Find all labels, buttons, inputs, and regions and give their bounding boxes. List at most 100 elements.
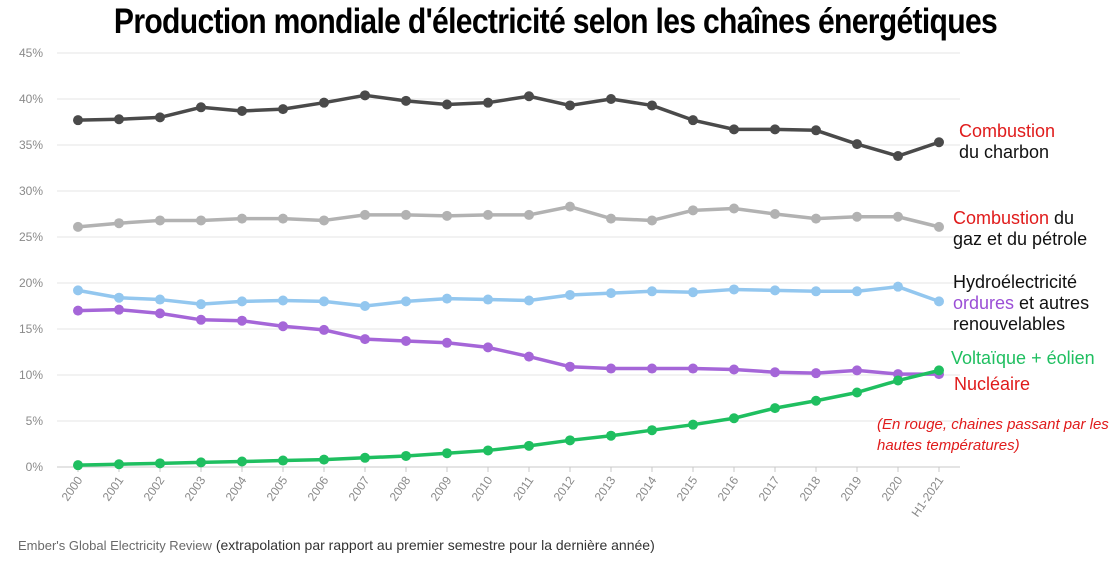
data-point-nuclear xyxy=(73,306,83,316)
data-point-hydro-renewables xyxy=(934,296,944,306)
data-point-coal xyxy=(483,98,493,108)
data-point-nuclear xyxy=(483,342,493,352)
data-point-gas-oil xyxy=(565,202,575,212)
data-point-hydro-renewables xyxy=(524,295,534,305)
x-tick-label: 2019 xyxy=(838,473,865,503)
data-point-coal xyxy=(729,124,739,134)
data-point-hydro-renewables xyxy=(811,286,821,296)
x-tick-label: 2014 xyxy=(633,473,660,503)
data-point-gas-oil xyxy=(73,222,83,232)
series-line-hydro-renewables xyxy=(78,287,939,306)
x-tick-label: 2011 xyxy=(510,473,536,502)
legend-solar-wind: Voltaïque + éolien xyxy=(951,348,1095,369)
data-point-nuclear xyxy=(155,308,165,318)
data-point-gas-oil xyxy=(647,215,657,225)
grid-lines xyxy=(57,53,960,467)
x-tick-label: 2004 xyxy=(223,473,250,503)
data-point-coal xyxy=(770,124,780,134)
data-point-hydro-renewables xyxy=(73,285,83,295)
data-point-solar-wind xyxy=(565,435,575,445)
x-tick-label: 2013 xyxy=(592,473,619,503)
legend-gas-du: du xyxy=(1049,208,1074,228)
data-point-solar-wind xyxy=(852,387,862,397)
data-point-gas-oil xyxy=(401,210,411,220)
data-point-coal xyxy=(155,112,165,122)
data-point-coal xyxy=(524,91,534,101)
data-point-hydro-renewables xyxy=(606,288,616,298)
data-point-solar-wind xyxy=(278,456,288,466)
data-point-solar-wind xyxy=(770,403,780,413)
data-point-hydro-renewables xyxy=(155,295,165,305)
data-point-gas-oil xyxy=(934,222,944,232)
x-tick-label: 2000 xyxy=(59,473,86,503)
legend-hydro-ordures: ordures xyxy=(953,293,1014,313)
data-point-solar-wind xyxy=(688,420,698,430)
data-point-hydro-renewables xyxy=(442,294,452,304)
x-tick-label: 2020 xyxy=(879,473,906,503)
data-point-solar-wind xyxy=(647,425,657,435)
x-tick-label: 2016 xyxy=(715,473,742,503)
data-point-gas-oil xyxy=(360,210,370,220)
x-tick-label: 2009 xyxy=(428,473,455,503)
data-point-solar-wind xyxy=(73,460,83,470)
data-point-coal xyxy=(565,100,575,110)
x-tick-label: 2015 xyxy=(674,473,701,503)
data-point-solar-wind xyxy=(237,456,247,466)
x-tick-label: 2012 xyxy=(551,473,578,503)
data-point-hydro-renewables xyxy=(852,286,862,296)
data-point-solar-wind xyxy=(934,365,944,375)
x-tick-label: 2018 xyxy=(797,473,824,503)
data-point-solar-wind xyxy=(114,459,124,469)
data-point-nuclear xyxy=(729,364,739,374)
data-point-coal xyxy=(688,115,698,125)
data-point-hydro-renewables xyxy=(114,293,124,303)
x-tick-label: 2006 xyxy=(305,473,332,503)
data-point-coal xyxy=(360,90,370,100)
data-point-solar-wind xyxy=(729,413,739,423)
data-point-coal xyxy=(606,94,616,104)
legend-coal: Combustion du charbon xyxy=(959,121,1055,163)
data-point-nuclear xyxy=(278,321,288,331)
series-lines xyxy=(73,90,944,470)
data-point-coal xyxy=(114,114,124,124)
source-caption: Ember's Global Electricity Review (extra… xyxy=(18,537,655,553)
data-point-solar-wind xyxy=(606,431,616,441)
data-point-solar-wind xyxy=(524,441,534,451)
x-tick-label: H1-2021 xyxy=(909,473,947,519)
data-point-hydro-renewables xyxy=(565,290,575,300)
data-point-nuclear xyxy=(196,315,206,325)
data-point-nuclear xyxy=(319,325,329,335)
data-point-gas-oil xyxy=(278,214,288,224)
data-point-coal xyxy=(237,106,247,116)
data-point-nuclear xyxy=(524,352,534,362)
data-point-solar-wind xyxy=(401,451,411,461)
data-point-hydro-renewables xyxy=(196,299,206,309)
series-line-nuclear xyxy=(78,310,939,374)
data-point-coal xyxy=(401,96,411,106)
data-point-coal xyxy=(893,151,903,161)
y-tick-label: 15% xyxy=(19,322,43,336)
data-point-solar-wind xyxy=(893,376,903,386)
x-tick-label: 2002 xyxy=(141,473,168,503)
data-point-gas-oil xyxy=(442,211,452,221)
data-point-gas-oil xyxy=(893,212,903,222)
series-line-coal xyxy=(78,95,939,156)
data-point-gas-oil xyxy=(729,203,739,213)
data-point-nuclear xyxy=(770,367,780,377)
data-point-coal xyxy=(73,115,83,125)
data-point-gas-oil xyxy=(237,214,247,224)
y-tick-label: 10% xyxy=(19,368,43,382)
data-point-gas-oil xyxy=(319,215,329,225)
series-line-solar-wind xyxy=(78,370,939,465)
legend-gas-combustion: Combustion xyxy=(953,208,1049,228)
data-point-nuclear xyxy=(688,364,698,374)
y-tick-label: 20% xyxy=(19,276,43,290)
x-tick-label: 2001 xyxy=(100,473,127,503)
legend-hydro-renewables: Hydroélectricité ordures et autres renou… xyxy=(953,272,1089,335)
data-point-coal xyxy=(196,102,206,112)
data-point-gas-oil xyxy=(524,210,534,220)
data-point-gas-oil xyxy=(852,212,862,222)
legend-gas-rest: gaz et du pétrole xyxy=(953,229,1087,249)
y-tick-label: 25% xyxy=(19,230,43,244)
data-point-nuclear xyxy=(565,362,575,372)
